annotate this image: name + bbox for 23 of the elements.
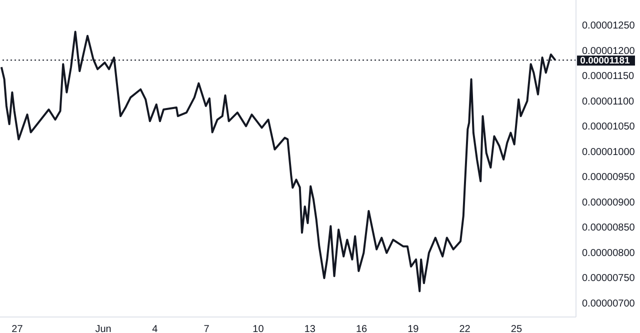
y-tick-label: 0.00001100 — [582, 96, 635, 108]
x-tick-label: 7 — [204, 324, 210, 333]
y-tick-label: 0.00001000 — [582, 146, 636, 158]
x-tick-label: 10 — [252, 324, 264, 333]
ref-line-label: 0.00001181 — [580, 56, 631, 67]
x-tick-label: Jun — [95, 324, 112, 333]
y-tick-label: 0.00000950 — [582, 172, 636, 184]
y-tick-label: 0.00000700 — [582, 298, 636, 310]
y-tick-label: 0.00000850 — [582, 222, 636, 234]
x-tick-label: 25 — [510, 324, 522, 333]
y-tick-label: 0.00001250 — [582, 20, 636, 32]
x-tick-label: 22 — [459, 324, 471, 333]
y-tick-label: 0.00000900 — [582, 197, 636, 208]
y-tick-label: 0.00001150 — [582, 71, 635, 82]
x-tick-label: 4 — [152, 324, 158, 333]
x-tick-label: 27 — [12, 324, 24, 333]
y-tick-label: 0.00001200 — [582, 46, 636, 57]
x-tick-label: 19 — [408, 324, 420, 333]
x-tick-label: 13 — [304, 324, 316, 333]
y-tick-label: 0.00000800 — [582, 248, 636, 259]
y-tick-label: 0.00001050 — [582, 122, 636, 133]
x-tick-label: 16 — [356, 324, 368, 333]
y-tick-label: 0.00000750 — [582, 273, 636, 284]
